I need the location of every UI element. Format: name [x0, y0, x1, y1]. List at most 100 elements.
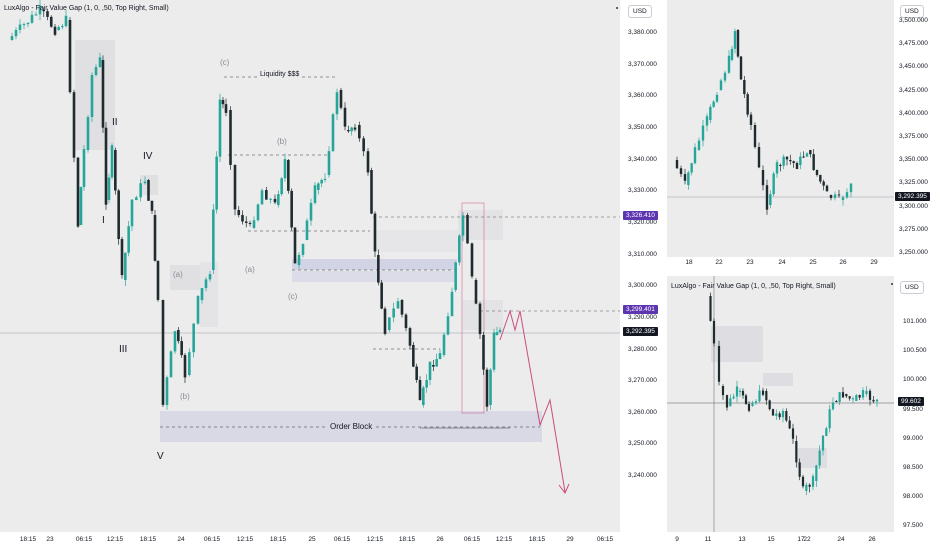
zone	[200, 262, 218, 327]
candle-body	[679, 168, 683, 175]
candle-body	[765, 185, 769, 210]
currency-badge[interactable]: USD	[628, 5, 652, 18]
candle-body	[825, 185, 829, 192]
candle-body	[721, 386, 725, 396]
main-time-axis[interactable]: 18:15 23 06:15 12:15 18:15 24 06:15 12:15 18:15 2…	[0, 532, 664, 550]
candle-body	[53, 26, 57, 35]
main-chart-pane[interactable]: Liquidity $$$ Order Block (c) (b) (a) (c…	[0, 0, 620, 532]
candle-body	[388, 317, 391, 330]
candle-body	[241, 215, 244, 222]
candles	[10, 0, 502, 412]
candle-body	[757, 147, 761, 168]
candle-body	[46, 11, 49, 17]
candle-body	[153, 215, 157, 261]
price-scale-label: 3,360.000	[628, 92, 657, 100]
candle-body	[735, 386, 739, 397]
order-block-label: Order Block	[328, 422, 375, 431]
candle-body	[751, 402, 754, 406]
candle-body	[715, 94, 719, 102]
price-scale-label: 3,370.000	[628, 60, 657, 68]
time-scale-label: 15	[767, 536, 775, 543]
time-scale-label: 18:15	[528, 536, 546, 543]
price-scale-label: 3,250.000	[899, 249, 928, 256]
wave-label-III: III	[119, 344, 128, 355]
candle-body	[373, 213, 377, 252]
candle-body	[495, 332, 499, 335]
candle-body	[771, 409, 775, 416]
top-right-price-axis[interactable]: USD 3,500.000 3,475.000 3,450.000 3,425.000…	[894, 0, 932, 279]
candle-body	[98, 57, 102, 68]
candle-body	[260, 190, 264, 205]
candle-body	[723, 72, 727, 81]
time-scale-label: 12:15	[236, 536, 254, 543]
bottom-right-time-axis[interactable]: 9 11 13 15 17 22 24 26	[667, 532, 894, 550]
candle-body	[107, 177, 111, 200]
candle-body	[492, 332, 496, 370]
candle-body	[76, 157, 80, 227]
price-scale-label: 3,330.000	[628, 187, 657, 195]
candle-body	[761, 390, 765, 395]
candle-body	[362, 138, 365, 152]
candle-body	[683, 174, 687, 181]
main-chart-canvas[interactable]	[0, 0, 620, 532]
indicator-legend[interactable]: LuxAlgo - Fair Value Gap (1, 0, ,50, Top…	[671, 283, 836, 290]
top-right-canvas[interactable]	[667, 0, 894, 257]
candle-body	[370, 170, 373, 214]
candle-body	[400, 300, 404, 315]
candle-body	[256, 204, 260, 221]
more-options-dot[interactable]	[616, 7, 618, 9]
candle-body	[392, 308, 395, 318]
indicator-legend[interactable]: LuxAlgo - Fair Value Gap (1, 0, ,50, Top…	[4, 5, 169, 12]
time-scale-label: 24	[778, 259, 786, 266]
candle-body	[805, 153, 809, 157]
candle-body	[135, 197, 138, 200]
candle-body	[841, 197, 845, 200]
candle-body	[309, 202, 313, 221]
candle-body	[114, 150, 117, 191]
candle-body	[744, 395, 748, 404]
candle-body	[822, 181, 825, 186]
time-scale-label: 12:15	[366, 536, 384, 543]
price-scale-label: 3,310.000	[628, 250, 657, 258]
candle-body	[769, 194, 772, 205]
pane-divider[interactable]	[664, 0, 667, 550]
candle-body	[466, 215, 469, 244]
time-scale-label: 11	[704, 536, 712, 543]
time-scale-label: 12:15	[106, 536, 124, 543]
candle-body	[117, 190, 120, 240]
candle-body	[72, 92, 76, 158]
price-scale-label: 98.000	[903, 493, 923, 501]
currency-badge[interactable]: USD	[900, 281, 924, 294]
time-scale-label: 24	[177, 536, 185, 543]
candle-body	[701, 125, 705, 141]
candle-body	[725, 395, 729, 408]
candle-body	[183, 355, 187, 378]
wave-label-II: II	[112, 117, 118, 128]
candle-body	[280, 178, 283, 195]
candle-body	[812, 154, 815, 170]
main-price-axis[interactable]: USD 3,380.000 3,370.000 3,360.000 3,350.000…	[620, 0, 664, 532]
candle-body	[221, 100, 225, 105]
price-scale-label: 100.500	[903, 347, 927, 355]
candle-body	[712, 101, 715, 107]
time-scale-label: 26	[839, 259, 847, 266]
candle-body	[277, 194, 280, 205]
candle-body	[849, 183, 853, 193]
bottom-right-price-axis[interactable]: USD 101.000 100.500 100.000 99.500 99.000 98.…	[894, 276, 932, 532]
candle-body	[838, 392, 841, 402]
candle-body	[754, 401, 758, 403]
currency-badge[interactable]: USD	[900, 5, 924, 18]
pane-divider[interactable]	[667, 271, 932, 276]
candle-body	[808, 484, 811, 487]
candle-body	[147, 180, 150, 201]
zone	[75, 40, 115, 150]
candle-body	[339, 90, 343, 108]
top-right-chart-pane[interactable]	[667, 0, 894, 257]
candle-body	[809, 150, 812, 155]
time-scale-label: 18:15	[19, 536, 37, 543]
candle-body	[831, 402, 835, 410]
bottom-right-canvas[interactable]	[667, 276, 894, 532]
bottom-right-chart-pane[interactable]: LuxAlgo - Fair Value Gap (1, 0, ,50, Top…	[667, 276, 894, 532]
top-right-time-axis[interactable]: 18 22 23 24 25 26 29	[667, 257, 894, 271]
more-options-dot[interactable]	[891, 283, 893, 285]
